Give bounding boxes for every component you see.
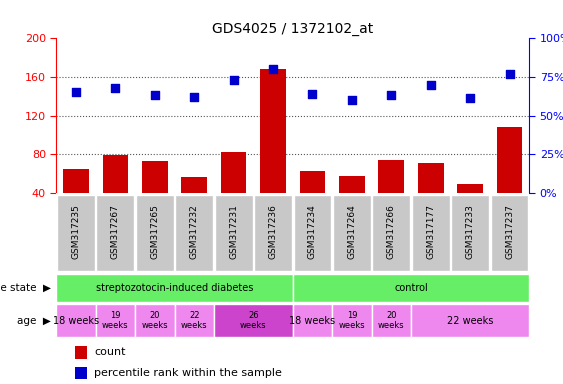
FancyBboxPatch shape: [451, 195, 489, 271]
Text: GSM317264: GSM317264: [347, 204, 356, 259]
Point: [111, 84, 120, 91]
FancyBboxPatch shape: [490, 195, 529, 271]
FancyBboxPatch shape: [333, 195, 371, 271]
Point: [308, 91, 317, 97]
Point: [387, 92, 396, 98]
Text: GSM317232: GSM317232: [190, 204, 199, 259]
Bar: [181, 177, 207, 232]
Text: 19
weeks: 19 weeks: [338, 311, 365, 330]
FancyBboxPatch shape: [215, 195, 253, 271]
FancyBboxPatch shape: [254, 195, 292, 271]
Text: GSM317177: GSM317177: [426, 204, 435, 259]
Text: GSM317233: GSM317233: [466, 204, 475, 259]
Text: GSM317235: GSM317235: [72, 204, 81, 259]
Bar: [102, 155, 128, 232]
Point: [347, 97, 356, 103]
Bar: [497, 127, 522, 232]
FancyBboxPatch shape: [372, 195, 410, 271]
FancyBboxPatch shape: [293, 195, 332, 271]
FancyBboxPatch shape: [96, 195, 135, 271]
Text: GSM317231: GSM317231: [229, 204, 238, 259]
FancyBboxPatch shape: [56, 274, 293, 302]
Point: [229, 77, 238, 83]
Text: 18 weeks: 18 weeks: [289, 316, 336, 326]
Text: 18 weeks: 18 weeks: [53, 316, 99, 326]
FancyBboxPatch shape: [175, 305, 214, 337]
Point: [190, 94, 199, 100]
Text: 26
weeks: 26 weeks: [240, 311, 267, 330]
Text: age  ▶: age ▶: [17, 316, 51, 326]
Text: 19
weeks: 19 weeks: [102, 311, 129, 330]
Point: [466, 95, 475, 101]
Text: 22 weeks: 22 weeks: [447, 316, 493, 326]
FancyBboxPatch shape: [293, 274, 529, 302]
Text: percentile rank within the sample: percentile rank within the sample: [94, 368, 282, 378]
FancyBboxPatch shape: [136, 195, 174, 271]
FancyBboxPatch shape: [96, 305, 135, 337]
Point: [150, 92, 159, 98]
Point: [269, 66, 278, 72]
Bar: [260, 69, 286, 232]
FancyBboxPatch shape: [332, 305, 372, 337]
Bar: [75, 346, 87, 359]
Text: streptozotocin-induced diabetes: streptozotocin-induced diabetes: [96, 283, 253, 293]
Bar: [142, 161, 168, 232]
Bar: [457, 184, 483, 232]
FancyBboxPatch shape: [293, 305, 332, 337]
Point: [72, 89, 81, 95]
Text: GSM317267: GSM317267: [111, 204, 120, 259]
Text: GSM317237: GSM317237: [505, 204, 514, 259]
FancyBboxPatch shape: [175, 195, 213, 271]
Bar: [378, 160, 404, 232]
Text: GSM317266: GSM317266: [387, 204, 396, 259]
FancyBboxPatch shape: [56, 305, 96, 337]
Bar: [56, 193, 529, 273]
FancyBboxPatch shape: [57, 195, 95, 271]
Bar: [63, 169, 89, 232]
FancyBboxPatch shape: [214, 305, 293, 337]
Bar: [221, 152, 247, 232]
Bar: [75, 366, 87, 379]
Text: 20
weeks: 20 weeks: [141, 311, 168, 330]
FancyBboxPatch shape: [372, 305, 411, 337]
Text: disease state  ▶: disease state ▶: [0, 283, 51, 293]
Point: [426, 81, 435, 88]
Text: GSM317234: GSM317234: [308, 204, 317, 259]
Text: 20
weeks: 20 weeks: [378, 311, 405, 330]
Text: control: control: [394, 283, 428, 293]
Bar: [418, 163, 444, 232]
Text: GSM317236: GSM317236: [269, 204, 278, 259]
Text: count: count: [94, 347, 126, 357]
Title: GDS4025 / 1372102_at: GDS4025 / 1372102_at: [212, 22, 373, 36]
Text: 22
weeks: 22 weeks: [181, 311, 208, 330]
Bar: [300, 171, 325, 232]
FancyBboxPatch shape: [135, 305, 175, 337]
Text: GSM317265: GSM317265: [150, 204, 159, 259]
FancyBboxPatch shape: [412, 195, 450, 271]
Point: [505, 71, 514, 77]
Bar: [339, 175, 365, 232]
FancyBboxPatch shape: [411, 305, 529, 337]
